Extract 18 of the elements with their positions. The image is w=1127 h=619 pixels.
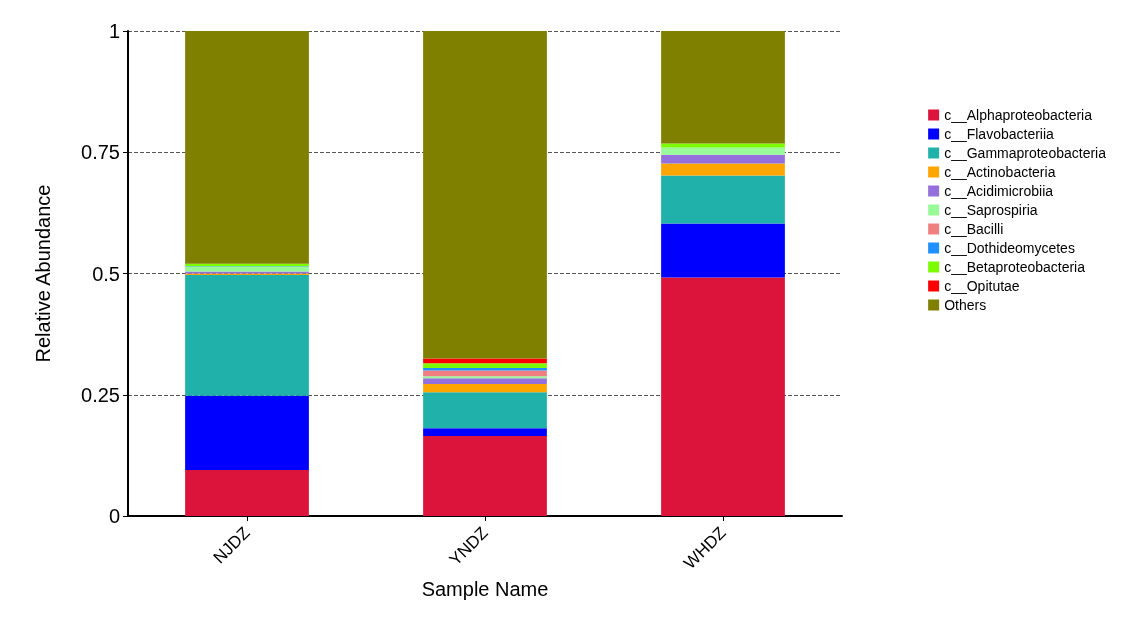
legend-label: c__Actinobacteria <box>944 164 1056 180</box>
legend-label: c__Acidimicrobiia <box>944 183 1054 199</box>
y-axis-title: Relative Abundance <box>32 184 54 363</box>
y-tick-label: 0 <box>108 505 120 527</box>
x-axis-title: Sample Name <box>421 578 549 601</box>
legend-label: c__Dothideomycetes <box>944 240 1075 256</box>
legend-label: c__Opitutae <box>944 278 1020 294</box>
y-tick-label: 0.75 <box>81 141 120 164</box>
legend-label: c__Alphaproteobacteria <box>944 107 1093 123</box>
legend-label: c__Gammaproteobacteria <box>944 145 1107 161</box>
legend-label: c__Bacilli <box>944 221 1004 237</box>
legend-label: c__Flavobacteriia <box>944 126 1055 142</box>
y-tick-label: 1 <box>108 20 120 42</box>
y-tick-label: 0.25 <box>81 383 120 406</box>
legend-label: Others <box>944 297 987 313</box>
legend-label: c__Saprospiria <box>944 202 1038 218</box>
y-tick-label: 0.5 <box>92 262 120 285</box>
legend-label: c__Betaproteobacteria <box>944 259 1086 275</box>
